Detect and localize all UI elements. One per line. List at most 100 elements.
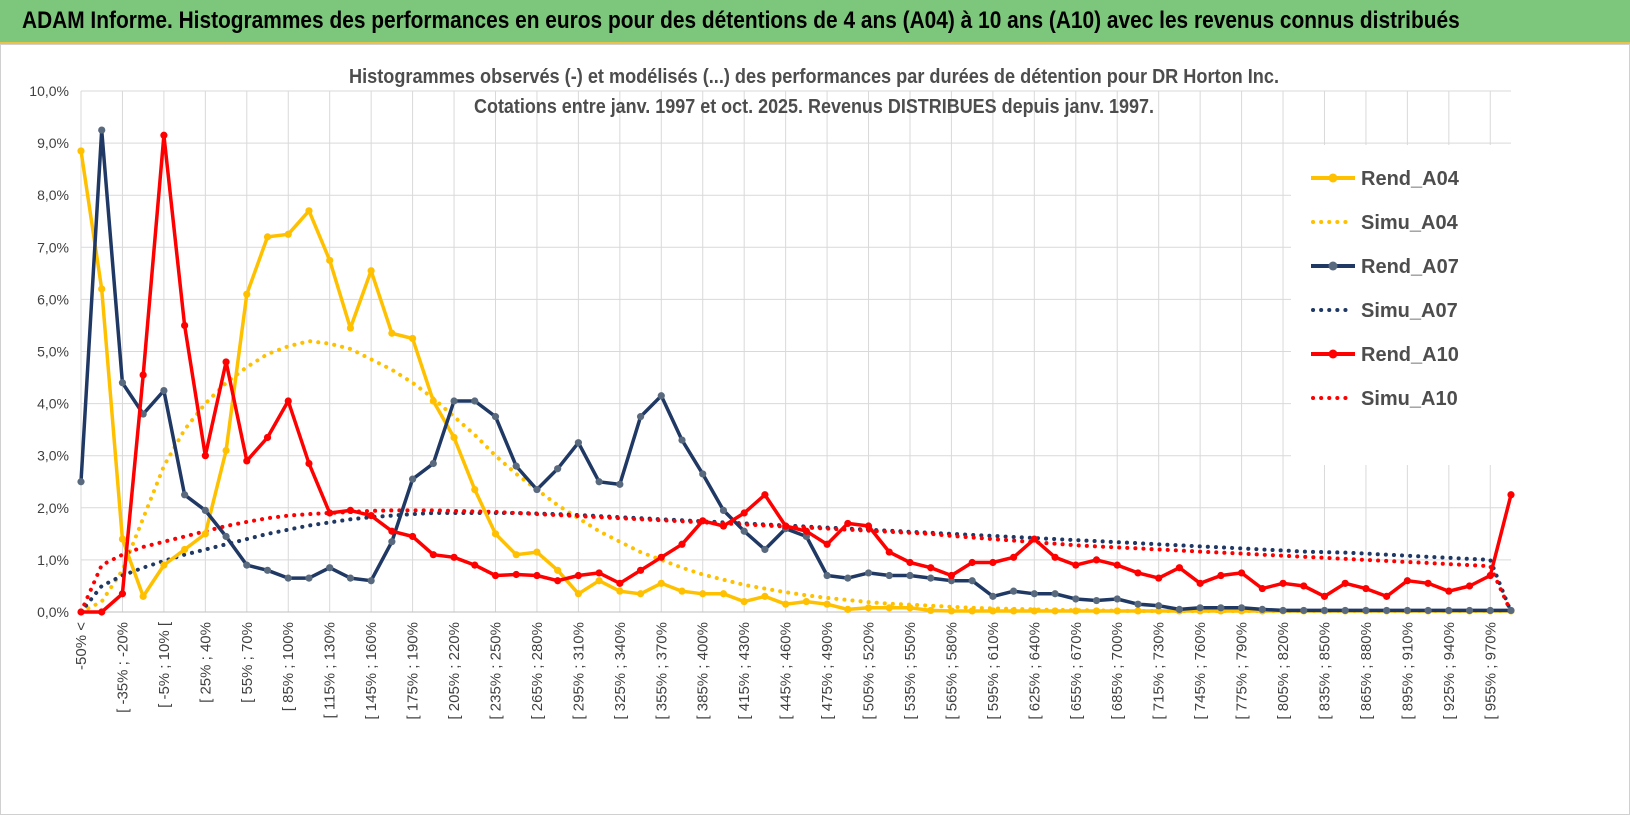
data-point-Rend_A10 <box>1300 582 1308 590</box>
banner: ADAM Informe. Histogrammes des performan… <box>0 0 1630 44</box>
data-point-Rend_A04 <box>471 485 479 494</box>
data-point-Rend_A07 <box>77 478 85 486</box>
data-point-Rend_A07 <box>823 571 831 580</box>
data-point-Rend_A04 <box>740 597 748 606</box>
chart-titles: Histogrammes observés (-) et modélisés (… <box>349 66 1279 118</box>
data-point-Rend_A04 <box>1155 607 1163 615</box>
data-point-Rend_A04 <box>595 577 603 585</box>
x-tick-label: [ 775% ; 790% <box>1234 622 1251 720</box>
data-point-Rend_A07 <box>160 386 168 395</box>
data-point-Rend_A10 <box>201 452 209 460</box>
data-point-Rend_A10 <box>844 519 852 528</box>
data-point-Rend_A07 <box>367 577 375 585</box>
data-point-Rend_A07 <box>181 491 189 499</box>
legend-item-Simu_A10: Simu_A10 <box>1311 388 1458 410</box>
data-point-Rend_A10 <box>160 131 168 139</box>
data-point-Rend_A10 <box>1072 561 1080 569</box>
data-point-Rend_A10 <box>222 358 230 366</box>
x-tick-label: [ 355% ; 370% <box>653 622 670 720</box>
x-tick-label: [ 205% ; 220% <box>446 622 463 720</box>
data-point-Rend_A10 <box>885 548 893 556</box>
axes: 0,0% 1,0% 2,0% 3,0% 4,0% 5,0% 6,0% 7,0% 8,0% 9,0%… <box>29 83 1511 720</box>
data-point-Rend_A07 <box>243 561 251 569</box>
data-point-Rend_A10 <box>181 321 189 330</box>
data-point-Rend_A10 <box>1279 579 1287 587</box>
x-tick-label: -50% < <box>73 622 90 670</box>
data-point-Rend_A04 <box>512 551 520 559</box>
legend-item-Simu_A04: Simu_A04 <box>1311 212 1459 234</box>
y-tick-label: 8,0% <box>37 187 69 203</box>
data-point-Rend_A07 <box>1383 606 1391 615</box>
data-point-Rend_A07 <box>408 475 417 483</box>
data-point-Rend_A04 <box>160 561 168 569</box>
data-point-Rend_A04 <box>201 530 209 538</box>
data-point-Rend_A04 <box>968 607 976 615</box>
data-point-Rend_A10 <box>263 433 272 442</box>
data-point-Rend_A07 <box>1217 604 1225 612</box>
data-point-Rend_A10 <box>989 558 997 567</box>
data-point-Rend_A10 <box>1258 584 1266 593</box>
y-tick-label: 1,0% <box>37 552 69 568</box>
data-point-Rend_A10 <box>1155 574 1163 582</box>
legend-item-Rend_A10: Rend_A10 <box>1311 344 1459 366</box>
x-tick-label: [ 625% ; 640% <box>1026 622 1043 720</box>
data-point-Rend_A04 <box>222 446 230 455</box>
data-point-Rend_A10 <box>1217 571 1225 580</box>
data-point-Rend_A07 <box>719 506 728 515</box>
data-point-Rend_A07 <box>1424 606 1432 615</box>
data-point-Rend_A07 <box>864 569 873 577</box>
y-tick-label: 4,0% <box>37 396 69 412</box>
data-point-Rend_A07 <box>1445 606 1453 615</box>
data-point-Rend_A10 <box>1445 587 1453 595</box>
chart-frame: 0,0% 1,0% 2,0% 3,0% 4,0% 5,0% 6,0% 7,0% 8,0% 9,0%… <box>0 44 1630 815</box>
x-tick-label: [ 175% ; 190% <box>405 622 422 720</box>
data-point-Rend_A10 <box>574 571 582 580</box>
data-point-Rend_A10 <box>699 517 707 525</box>
data-point-Rend_A07 <box>450 397 458 405</box>
x-tick-label: [ 145% ; 160% <box>363 622 380 720</box>
data-point-Rend_A07 <box>1300 606 1308 615</box>
data-point-Rend_A07 <box>1072 595 1080 603</box>
legend-label: Simu_A10 <box>1361 388 1458 410</box>
data-point-Rend_A07 <box>1237 604 1246 612</box>
data-point-Rend_A04 <box>326 256 334 264</box>
series-line-Simu_A10 <box>79 508 1513 614</box>
data-point-Rend_A10 <box>947 571 956 580</box>
data-point-Rend_A07 <box>636 413 645 421</box>
data-point-Rend_A10 <box>1175 564 1184 572</box>
data-point-Rend_A04 <box>844 605 852 613</box>
data-point-Rend_A10 <box>1341 579 1349 587</box>
data-point-Rend_A10 <box>927 564 935 572</box>
data-point-Rend_A10 <box>719 522 728 530</box>
data-point-Rend_A04 <box>1113 607 1121 615</box>
data-point-Rend_A04 <box>1010 607 1018 615</box>
data-point-Rend_A04 <box>782 600 790 608</box>
data-point-Rend_A04 <box>346 324 355 332</box>
data-point-Rend_A10 <box>1051 553 1059 561</box>
data-point-Rend_A07 <box>305 574 313 582</box>
x-tick-label: [ 25% ; 40% <box>197 622 214 703</box>
data-point-Rend_A07 <box>1465 606 1474 615</box>
data-point-Rend_A10 <box>1403 577 1411 585</box>
x-tick-label: [ 895% ; 910% <box>1399 622 1416 720</box>
x-tick-label: [ 235% ; 250% <box>487 622 504 720</box>
data-point-Rend_A07 <box>388 538 396 546</box>
data-point-Rend_A07 <box>1341 606 1349 615</box>
data-point-Rend_A04 <box>450 433 458 442</box>
legend-label: Simu_A04 <box>1361 212 1459 234</box>
data-point-Rend_A07 <box>844 574 852 582</box>
x-tick-label: [ 835% ; 850% <box>1316 622 1333 720</box>
data-point-Rend_A07 <box>1279 606 1287 615</box>
data-point-Rend_A07 <box>1092 596 1101 605</box>
data-point-Rend_A04 <box>678 587 686 595</box>
data-point-Rend_A04 <box>533 548 541 556</box>
series-line-Rend_A10 <box>81 133 1513 614</box>
legend-item-Rend_A07: Rend_A07 <box>1311 256 1459 278</box>
data-point-Rend_A10 <box>1507 491 1515 499</box>
y-tick-label: 3,0% <box>37 448 69 464</box>
data-point-Rend_A07 <box>1010 587 1018 595</box>
data-point-Rend_A04 <box>927 606 935 615</box>
data-point-Rend_A10 <box>968 558 976 567</box>
data-point-Rend_A07 <box>906 571 914 580</box>
x-tick-label: [ 325% ; 340% <box>612 622 629 720</box>
